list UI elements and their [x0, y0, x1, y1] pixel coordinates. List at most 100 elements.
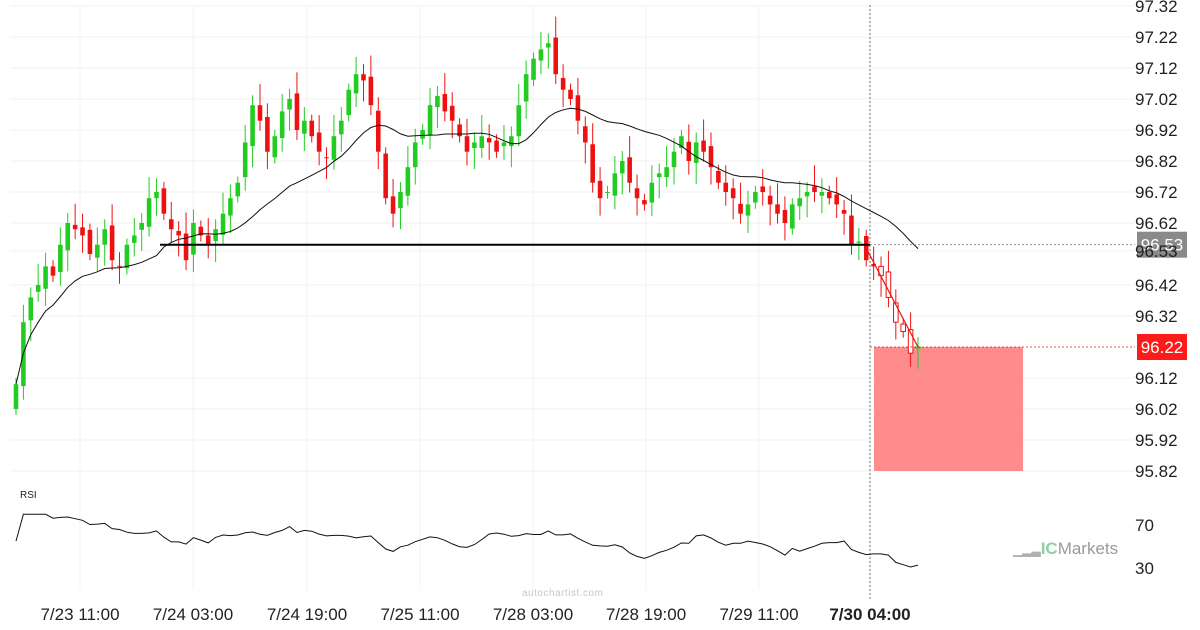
candle-body: [745, 204, 751, 216]
candle-body: [590, 144, 595, 183]
candle-body: [132, 235, 137, 243]
price-tick-label: 96.32: [1135, 307, 1178, 326]
candle-body: [420, 130, 425, 139]
candle-body: [767, 195, 773, 205]
candle-body: [102, 229, 108, 245]
candle-body: [124, 244, 130, 269]
candle-body: [250, 105, 255, 147]
candle-body: [797, 198, 802, 207]
price-tick-label: 97.02: [1135, 90, 1178, 109]
candle-body: [154, 192, 159, 199]
candle-body: [279, 111, 285, 139]
brand-bars-icon: ▁▂▃: [1013, 543, 1041, 557]
candle-body: [191, 223, 196, 255]
candle-body: [575, 95, 581, 121]
price-tick-label: 95.82: [1135, 462, 1178, 481]
candle-body: [826, 192, 832, 199]
candle-body: [405, 167, 411, 196]
candle-body: [316, 132, 322, 152]
candle-body: [656, 173, 662, 178]
rsi-tick-label: 70: [1135, 516, 1154, 535]
candle-body: [294, 93, 300, 130]
time-axis: 7/23 11:00 7/24 03:00 7/24 19:00 7/25 11:00…: [40, 605, 910, 624]
candle-body: [442, 94, 448, 112]
rsi-tick-label: 30: [1135, 559, 1154, 578]
candle-body: [272, 136, 278, 158]
candle-body: [782, 209, 788, 223]
time-tick-label: 7/25 11:00: [380, 605, 459, 624]
candle-body: [516, 105, 522, 137]
candle-body: [583, 126, 588, 143]
level-price-tag: [1137, 231, 1187, 258]
candle-body: [472, 142, 477, 148]
price-axis: 97.32 97.22 97.12 97.02 96.92 96.82 96.72 96.62…: [1135, 0, 1178, 481]
candle-body: [353, 74, 359, 94]
candle-body: [907, 329, 914, 354]
candle-body: [28, 297, 34, 321]
price-tick-label: 96.92: [1135, 121, 1178, 140]
level-price-tag-label: 96.53: [1141, 236, 1184, 255]
candle-body: [708, 146, 714, 168]
price-tick-label: 96.42: [1135, 276, 1178, 295]
candle-body: [161, 188, 167, 214]
candle-body: [893, 302, 899, 323]
price-tick-label: 97.22: [1135, 28, 1178, 47]
brand-name: Markets: [1057, 539, 1119, 558]
rsi-line: [15, 513, 919, 568]
candle-body: [664, 167, 669, 178]
price-tick-label: 96.53: [1135, 242, 1178, 261]
price-tick-label: 95.92: [1135, 431, 1178, 450]
candle-body: [109, 225, 115, 261]
candle-body: [368, 76, 374, 106]
candle-body: [265, 116, 270, 152]
candle-body: [775, 204, 780, 214]
candle-body: [183, 233, 189, 261]
candle-body: [257, 105, 263, 121]
candle-body: [176, 231, 181, 236]
candle-body: [375, 110, 381, 152]
candle-body: [679, 136, 684, 148]
price-tick-label: 96.02: [1135, 400, 1178, 419]
candle-body: [523, 74, 529, 102]
candle-body: [804, 192, 810, 197]
candle-body: [716, 170, 721, 183]
candle-body: [634, 188, 640, 199]
candle-body: [412, 142, 418, 168]
price-tick-label: 97.12: [1135, 59, 1178, 78]
candle-body: [834, 194, 839, 205]
target-zone-rect: [874, 347, 1023, 471]
time-tick-label: 7/24 19:00: [267, 605, 347, 624]
candle-body: [849, 215, 854, 245]
candle-body: [287, 99, 292, 110]
candle-body: [213, 229, 218, 241]
candle-body: [242, 142, 248, 178]
candle-body: [146, 198, 152, 227]
candle-body: [871, 263, 876, 267]
candle-body: [627, 157, 632, 183]
candle-body: [198, 226, 204, 236]
candle-body: [900, 323, 907, 332]
candle-body: [361, 74, 366, 81]
candle-body: [642, 200, 647, 205]
candle-body: [753, 192, 758, 203]
candle-body: [464, 136, 470, 152]
candle-body: [390, 196, 396, 214]
candle-body: [13, 384, 19, 409]
candle-body: [649, 182, 655, 203]
candle-body: [494, 140, 499, 152]
candle-body: [479, 136, 485, 148]
candle-body: [568, 89, 573, 99]
candle-body: [885, 271, 892, 298]
candle-body: [790, 204, 795, 229]
rsi-title: RSI: [20, 490, 37, 501]
candle-body: [80, 227, 85, 236]
time-tick-label: 7/28 03:00: [493, 605, 573, 624]
levels: 96.53 96.22: [160, 231, 1187, 360]
candle-body: [58, 244, 63, 272]
rsi-panel: 70 30: [15, 513, 1154, 578]
candle-body: [346, 89, 351, 116]
candle-body: [693, 142, 699, 163]
time-tick-label: 7/24 03:00: [153, 605, 233, 624]
candle-body: [435, 95, 440, 108]
candle-body: [35, 285, 41, 292]
